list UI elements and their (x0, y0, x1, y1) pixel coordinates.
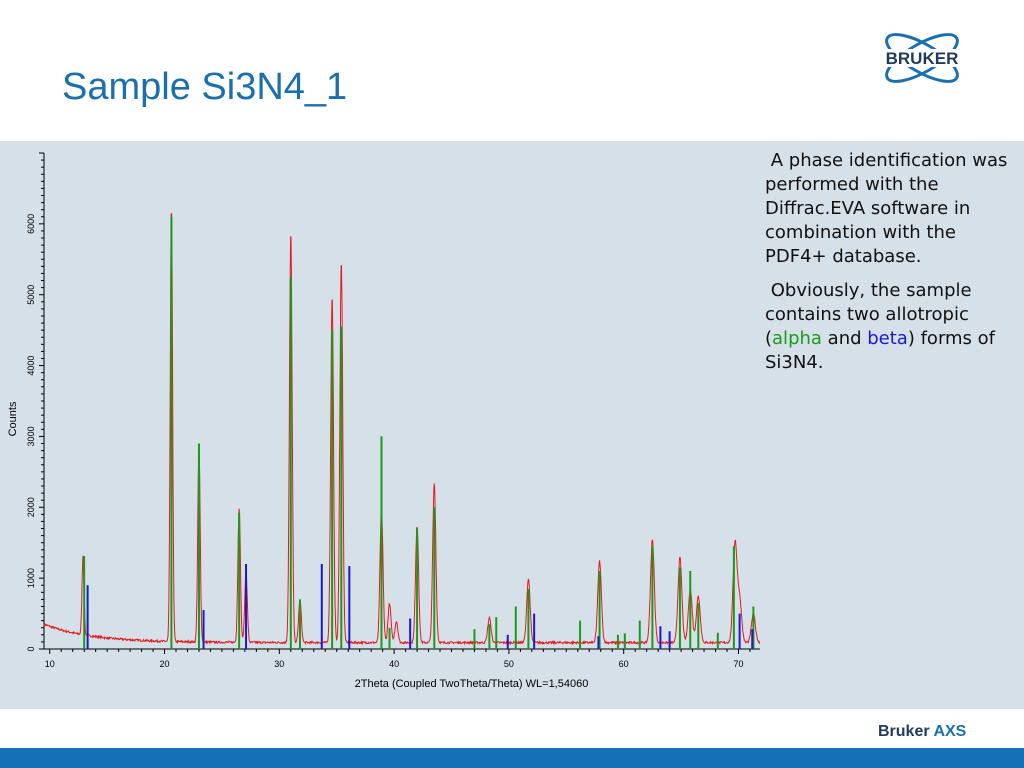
x-tick-label: 20 (160, 659, 170, 669)
x-tick-label: 60 (619, 659, 629, 669)
description-para-1: A phase identification was performed wit… (765, 149, 1010, 269)
y-axis-label: Counts (7, 401, 19, 436)
beta-word: beta (867, 328, 908, 349)
y-tick-label: 2000 (26, 497, 36, 517)
measured-series (43, 213, 760, 646)
x-tick-label: 30 (274, 659, 284, 669)
description: A phase identification was performed wit… (765, 149, 1010, 385)
y-tick-label: 3000 (26, 426, 36, 446)
slide-title: Sample Si3N4_1 (62, 66, 348, 108)
x-axis-label: 2Theta (Coupled TwoTheta/Theta) WL=1,540… (355, 678, 589, 690)
alpha-word: alpha (772, 328, 822, 349)
chart-axes: 0100020003000400050006000102030405060708… (26, 152, 760, 669)
description-para-2: Obviously, the sample contains two allot… (765, 279, 1010, 375)
y-tick-label: 1000 (26, 568, 36, 588)
beta-phase-series (86, 563, 754, 649)
description-text-2a: Obviously, the sample contains two allot… (765, 280, 972, 349)
y-tick-label: 4000 (26, 356, 36, 376)
footer-brand-accent: AXS (933, 723, 967, 740)
xrd-chart: 0100020003000400050006000102030405060708… (7, 152, 760, 690)
x-tick-label: 10 (45, 659, 55, 669)
x-tick-label: 50 (504, 659, 514, 669)
description-and: and (821, 328, 868, 349)
y-tick-label: 0 (26, 646, 36, 651)
y-tick-label: 6000 (26, 214, 36, 234)
footer-bar (0, 748, 1024, 768)
alpha-phase-series (83, 216, 755, 649)
footer-brand: Bruker AXS (878, 723, 966, 741)
x-tick-label: 70 (733, 659, 743, 669)
description-text-1: A phase identification was performed wit… (765, 150, 1008, 267)
logo-atom-icon (885, 33, 959, 83)
logo-text: BRUKER (886, 49, 959, 68)
footer-brand-name: Bruker (878, 723, 930, 740)
x-tick-label: 40 (389, 659, 399, 669)
description-text-2b: ) forms of Si3N4. (765, 328, 996, 373)
y-tick-label: 5000 (26, 285, 36, 305)
bruker-logo: BRUKER (872, 33, 972, 83)
measured-pattern-line (43, 213, 760, 646)
